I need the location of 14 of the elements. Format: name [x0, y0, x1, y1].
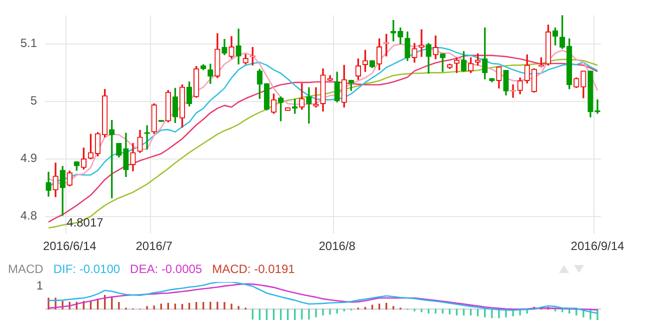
- x-tick-label: 2016/6/14: [42, 239, 97, 254]
- y-tick-label: 4.8: [20, 208, 38, 223]
- x-tick-label: 2016/8: [318, 239, 356, 254]
- y-tick-label: 5.1: [20, 36, 38, 50]
- series-label: DEA: -0.0005: [130, 262, 202, 276]
- y-tick-label: 4.9: [20, 151, 38, 166]
- text: 1: [36, 278, 44, 292]
- x-tick-label: 2016/7: [136, 239, 173, 254]
- text: MACD: -0.0191: [212, 262, 295, 276]
- y-tick-label: 5: [30, 94, 38, 108]
- chart-title: MACD: [8, 262, 44, 276]
- annotation: 4.8017: [66, 216, 104, 230]
- series-label: DIF: -0.0100: [53, 262, 120, 276]
- x-tick-label: 2016/9/14: [570, 239, 624, 254]
